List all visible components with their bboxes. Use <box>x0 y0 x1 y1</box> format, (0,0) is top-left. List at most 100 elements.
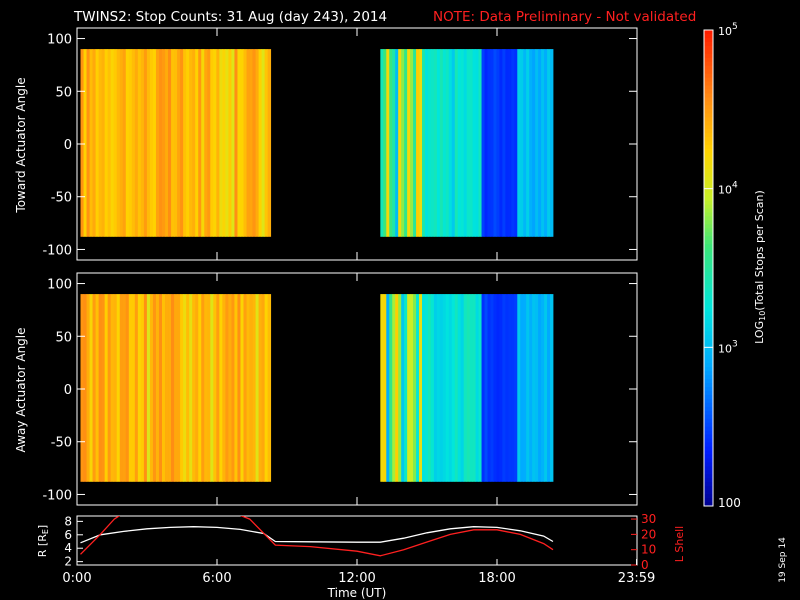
heatmap-column <box>113 294 118 482</box>
heatmap-column <box>140 294 145 482</box>
heatmap-column <box>430 294 435 482</box>
heatmap-column <box>380 294 384 482</box>
heatmap-column <box>80 49 84 237</box>
heatmap-column <box>481 49 485 237</box>
heatmap-column <box>511 294 515 482</box>
heatmap-column <box>86 294 90 482</box>
heatmap-column <box>158 294 163 482</box>
lshell-tick-label: 10 <box>641 543 656 557</box>
heatmap-column <box>146 49 151 237</box>
heatmap-column <box>149 49 154 237</box>
heatmap-column <box>535 49 539 237</box>
heatmap-column <box>544 49 548 237</box>
colorbar-swatch <box>704 89 713 94</box>
heatmap-column <box>514 294 518 482</box>
lshell-tick-label: 0 <box>641 558 649 572</box>
heatmap-column <box>439 49 444 237</box>
heatmap-column <box>225 294 229 482</box>
heatmap-column <box>219 294 223 482</box>
heatmap-column <box>526 294 530 482</box>
colorbar-swatch <box>704 390 713 396</box>
toward-ylabel: Toward Actuator Angle <box>14 77 28 213</box>
heatmap-column <box>508 294 512 482</box>
colorbar-swatch <box>704 172 713 178</box>
heatmap-column <box>439 294 444 482</box>
heatmap-column <box>231 49 235 237</box>
heatmap-column <box>392 294 396 482</box>
heatmap-column <box>454 294 459 482</box>
heatmap-column <box>517 49 521 237</box>
colorbar-swatch <box>704 252 713 257</box>
heatmap-column <box>267 294 272 482</box>
radius-tick-label: 6 <box>64 528 72 542</box>
colorbar-swatch <box>704 137 713 142</box>
colorbar-swatch <box>704 156 713 162</box>
heatmap-column <box>475 49 479 237</box>
heatmap-column <box>389 49 393 237</box>
colorbar-swatch <box>704 271 713 277</box>
heatmap-column <box>386 294 390 482</box>
heatmap-column <box>401 294 405 482</box>
heatmap-column <box>541 294 545 482</box>
colorbar-swatch <box>704 176 713 182</box>
colorbar-swatch <box>704 184 713 190</box>
heatmap-column <box>83 49 87 237</box>
lshell-line <box>80 516 554 557</box>
colorbar-swatch <box>704 232 713 237</box>
heatmap-column <box>143 294 148 482</box>
colorbar-swatch <box>704 462 713 467</box>
colorbar-swatch <box>704 37 713 43</box>
heatmap-column <box>511 49 515 237</box>
heatmap-column <box>550 294 554 482</box>
colorbar-swatch <box>704 410 713 416</box>
heatmap-column <box>134 49 139 237</box>
colorbar-swatch <box>704 299 713 305</box>
heatmap-column <box>201 294 205 482</box>
heatmap-column <box>249 49 253 237</box>
heatmap-column <box>419 294 423 482</box>
radius-tick-label: 4 <box>64 541 72 555</box>
colorbar-swatch <box>704 414 713 420</box>
colorbar-swatch <box>704 450 713 455</box>
colorbar-swatch <box>704 319 713 325</box>
heatmap-column <box>392 49 396 237</box>
heatmap-column <box>192 294 196 482</box>
colorbar-swatch <box>704 125 713 130</box>
heatmap-column <box>152 294 157 482</box>
colorbar-swatch <box>704 498 713 503</box>
colorbar-swatch <box>704 490 713 495</box>
colorbar-swatch <box>704 149 713 154</box>
heatmap-column <box>113 49 118 237</box>
colorbar-swatch <box>704 434 713 440</box>
colorbar-swatch <box>704 101 713 106</box>
heatmap-column <box>496 49 500 237</box>
heatmap-column <box>424 294 429 482</box>
heatmap-column <box>101 49 106 237</box>
heatmap-column <box>237 294 241 482</box>
heatmap-column <box>544 294 548 482</box>
heatmap-column <box>267 49 272 237</box>
heatmap-column <box>204 49 208 237</box>
heatmap-column <box>436 49 441 237</box>
colorbar-swatch <box>704 466 713 471</box>
colorbar-tick-label: 104 <box>718 181 738 197</box>
heatmap-column <box>502 49 506 237</box>
heatmap-column <box>413 49 417 237</box>
heatmap-column <box>499 49 503 237</box>
toward-y-axis: 100 50 0 -50 -100 <box>42 28 637 260</box>
heatmap-column <box>116 294 121 482</box>
heatmap-column <box>216 49 220 237</box>
heatmap-column <box>490 49 494 237</box>
colorbar-swatch <box>704 323 713 328</box>
colorbar-swatch <box>704 347 713 352</box>
heatmap-column <box>143 49 148 237</box>
colorbar-swatch <box>704 109 713 114</box>
heatmap-column <box>192 49 196 237</box>
heatmap-column <box>243 294 247 482</box>
colorbar-swatch <box>704 97 713 102</box>
heatmap-column <box>416 294 420 482</box>
heatmap-column <box>125 49 130 237</box>
heatmap-column <box>210 49 214 237</box>
heatmap-column <box>168 294 172 482</box>
colorbar: 105 104 103 100 <box>703 22 741 510</box>
